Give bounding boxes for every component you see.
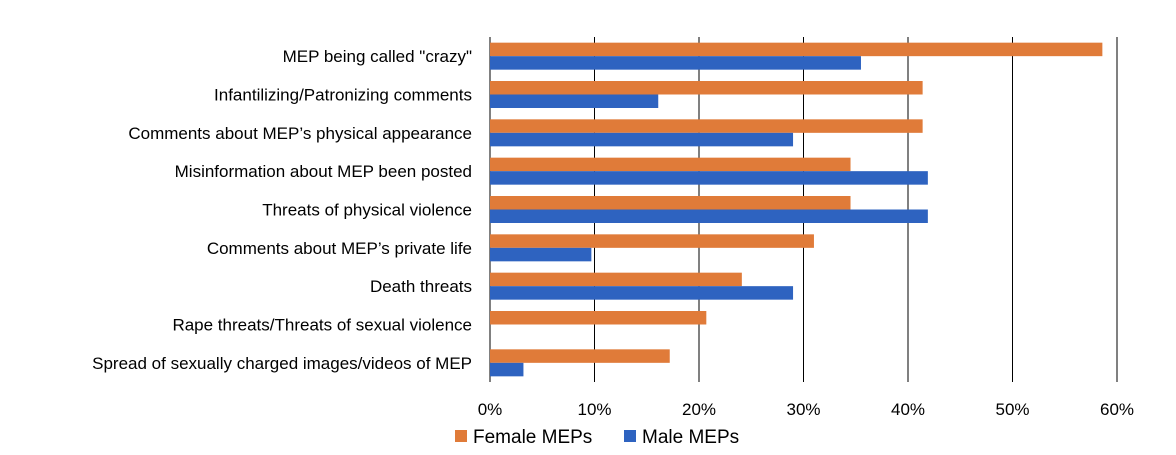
category-label: Spread of sexually charged images/videos… xyxy=(92,354,472,373)
category-label: Comments about MEP’s physical appearance xyxy=(128,124,472,143)
x-tick-label: 20% xyxy=(682,400,716,419)
category-labels: MEP being called "crazy" Infantilizing/Pa… xyxy=(92,47,472,373)
x-tick-label: 0% xyxy=(478,400,503,419)
male-bar xyxy=(490,171,928,185)
x-tick-label: 10% xyxy=(577,400,611,419)
legend-label: Female MEPs xyxy=(473,427,592,448)
female-bar xyxy=(490,272,742,287)
category-label: Infantilizing/Patronizing comments xyxy=(214,86,472,105)
legend-label: Male MEPs xyxy=(642,427,739,448)
legend-swatch xyxy=(455,430,467,442)
male-bar xyxy=(490,132,794,147)
female-bar xyxy=(490,81,923,95)
male-bar xyxy=(490,56,861,70)
female-bar xyxy=(490,311,707,325)
female-bar xyxy=(490,196,851,210)
x-tick-labels: 0% 10% 20% 30% 40% 50% 60% xyxy=(478,400,1134,419)
legend-swatch xyxy=(624,430,636,442)
male-bar xyxy=(490,362,524,377)
female-bar xyxy=(490,157,851,172)
category-label: Death threats xyxy=(370,277,472,296)
category-label: Threats of physical violence xyxy=(262,201,472,220)
category-label: Rape threats/Threats of sexual violence xyxy=(172,316,472,335)
male-bar xyxy=(490,209,928,223)
x-tick-label: 40% xyxy=(891,400,925,419)
female-bar xyxy=(490,119,923,133)
category-label: Comments about MEP’s private life xyxy=(207,239,472,258)
x-tick-label: 60% xyxy=(1100,400,1134,419)
female-bar xyxy=(490,349,670,363)
x-tick-label: 50% xyxy=(995,400,1029,419)
female-bar xyxy=(490,42,1103,57)
category-label: Misinformation about MEP been posted xyxy=(175,162,472,181)
bars xyxy=(490,42,1103,377)
legend: Female MEPs Male MEPs xyxy=(455,427,739,448)
male-bar xyxy=(490,94,659,108)
female-bar xyxy=(490,234,814,248)
male-bar xyxy=(490,286,794,300)
male-bar xyxy=(490,247,592,262)
category-label: MEP being called "crazy" xyxy=(283,47,472,66)
x-tick-label: 30% xyxy=(786,400,820,419)
